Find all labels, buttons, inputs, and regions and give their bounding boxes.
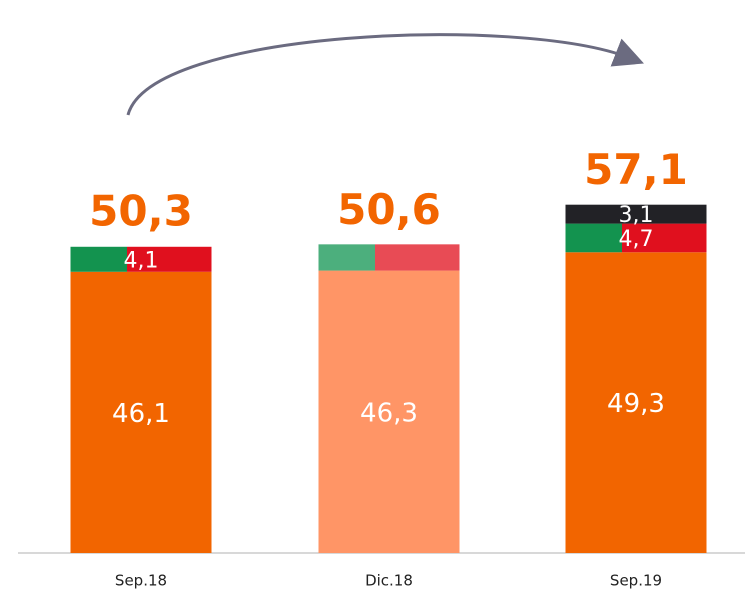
total-label: 50,6 <box>337 185 441 234</box>
value-label: 4,7 <box>619 227 654 252</box>
total-label: 50,3 <box>89 187 193 236</box>
bar-segment <box>318 244 460 271</box>
x-tick-label: Dic.18 <box>365 572 413 590</box>
bar-segment <box>565 223 707 253</box>
x-tick-label: Sep.18 <box>115 572 167 590</box>
bar-segment <box>70 271 212 553</box>
value-label: 4,1 <box>124 248 159 273</box>
value-label: 49,3 <box>607 389 665 419</box>
bar-segment <box>318 270 460 553</box>
total-label: 57,1 <box>584 145 688 194</box>
value-label: 46,1 <box>112 399 170 429</box>
trend-arrow <box>126 33 644 116</box>
bar-segment <box>565 204 707 224</box>
value-label: 46,3 <box>360 398 418 428</box>
x-tick-label: Sep.19 <box>610 572 662 590</box>
value-label: 3,1 <box>619 203 654 228</box>
bar-segment <box>70 246 212 272</box>
bar-segment <box>565 252 707 553</box>
